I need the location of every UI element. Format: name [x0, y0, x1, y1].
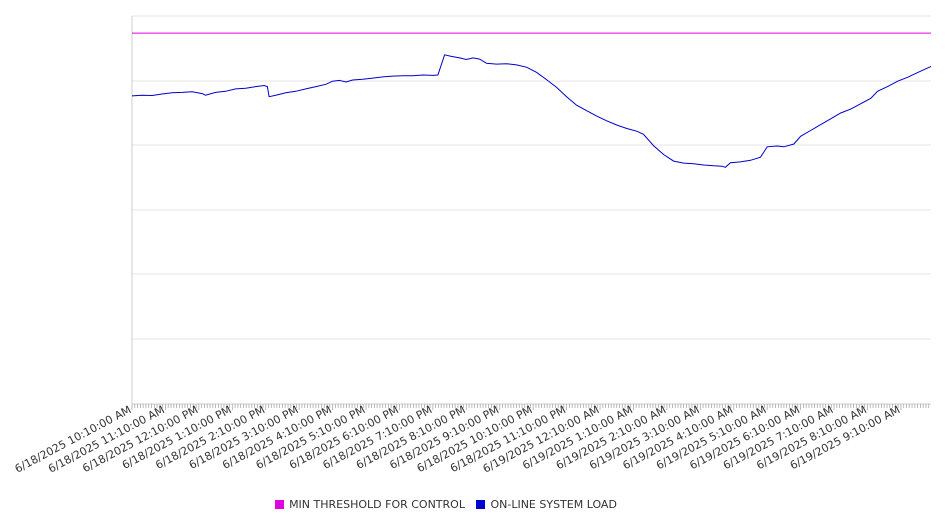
legend-swatch-system-load [476, 500, 486, 509]
series-layer [131, 32, 932, 168]
legend-label-threshold: MIN THRESHOLD FOR CONTROL [289, 498, 465, 511]
system-load-line [131, 54, 932, 168]
legend-label-system-load: ON-LINE SYSTEM LOAD [490, 498, 617, 511]
legend-item-threshold[interactable]: MIN THRESHOLD FOR CONTROL [275, 498, 465, 511]
legend-swatch-threshold [275, 500, 285, 509]
legend: MIN THRESHOLD FOR CONTROL ON-LINE SYSTEM… [0, 498, 892, 512]
legend-item-system-load[interactable]: ON-LINE SYSTEM LOAD [476, 498, 617, 511]
x-axis-ticks [131, 404, 930, 410]
x-axis-tick-labels: 6/18/2025 10:10:00 AM6/18/2025 11:10:00 … [13, 403, 903, 475]
grid-lines [132, 15, 931, 340]
